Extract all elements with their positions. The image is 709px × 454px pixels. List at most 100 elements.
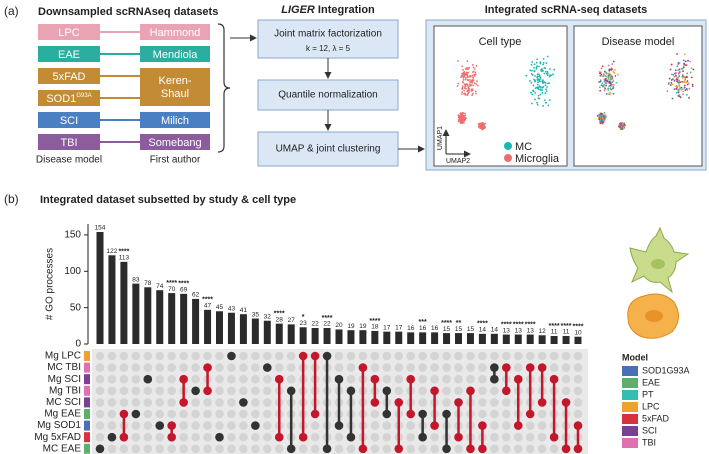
empty-dot	[490, 432, 499, 442]
umap-point	[473, 73, 476, 76]
empty-dot	[442, 386, 451, 396]
empty-dot	[418, 444, 427, 454]
empty-dot	[466, 374, 475, 384]
member-dot	[310, 351, 320, 361]
umap-point	[479, 122, 482, 125]
umap-point	[471, 63, 474, 66]
umap-point	[536, 76, 539, 79]
empty-dot	[263, 444, 272, 454]
umap-point	[529, 69, 532, 72]
empty-dot	[406, 363, 416, 372]
umap-point	[543, 81, 546, 84]
empty-dot	[263, 398, 272, 407]
umap-point	[470, 81, 473, 84]
author-label: Hammond	[150, 27, 201, 39]
umap-point	[689, 71, 692, 74]
umap-point	[463, 70, 466, 73]
umap-point	[532, 89, 535, 92]
significance: ****	[274, 310, 285, 317]
member-dot	[95, 444, 105, 454]
umap-point	[609, 93, 612, 96]
umap-panel	[433, 25, 568, 167]
significance: ****	[477, 321, 488, 328]
umap-point	[607, 89, 610, 91]
umap-point	[679, 81, 682, 84]
umap-point	[536, 87, 539, 90]
umap-point	[536, 65, 538, 68]
umap-point	[670, 73, 673, 76]
umap-point	[688, 87, 691, 90]
empty-dot	[203, 398, 212, 407]
value-label: 17	[395, 324, 403, 331]
umap-point	[478, 123, 480, 126]
umap-point	[681, 67, 684, 70]
model-label: EAE	[58, 49, 80, 61]
empty-dot	[525, 432, 535, 442]
umap-point	[612, 70, 615, 73]
umap-point	[476, 80, 478, 83]
umap-point	[677, 63, 680, 66]
umap-point	[533, 70, 536, 73]
empty-dot	[561, 386, 571, 396]
model-box	[38, 90, 100, 106]
value-label: 62	[192, 292, 200, 299]
umap-point	[545, 62, 548, 64]
value-label: 17	[383, 324, 391, 331]
member-dot	[322, 444, 332, 454]
author-box	[140, 68, 210, 106]
umap-point	[466, 73, 469, 76]
member-dot	[346, 386, 356, 396]
empty-dot	[513, 432, 523, 442]
empty-dot	[203, 432, 212, 442]
umap-point	[550, 74, 553, 77]
empty-dot	[131, 351, 141, 361]
umap-point	[608, 93, 610, 96]
empty-dot	[143, 363, 153, 372]
member-dot	[370, 374, 380, 384]
umap-point	[599, 122, 602, 125]
umap-point	[461, 88, 464, 90]
umap-point	[608, 85, 611, 88]
empty-dot	[454, 386, 463, 396]
umap-point	[542, 61, 545, 64]
empty-dot	[179, 432, 188, 442]
umap-point	[457, 120, 460, 123]
umap-point	[539, 76, 542, 79]
empty-dot	[502, 398, 511, 407]
umap-point	[531, 93, 534, 96]
empty-dot	[406, 432, 416, 442]
empty-dot	[95, 421, 105, 430]
legend-label: Microglia	[515, 153, 560, 165]
empty-dot	[418, 398, 427, 407]
empty-dot	[215, 421, 224, 430]
umap-point	[600, 73, 603, 76]
bar	[431, 332, 439, 344]
umap-point	[686, 76, 688, 79]
umap-point	[669, 84, 672, 86]
empty-dot	[179, 363, 188, 372]
empty-dot	[382, 363, 392, 372]
bar	[335, 329, 343, 344]
umap-point	[464, 72, 467, 75]
empty-dot	[251, 386, 260, 396]
bar	[562, 336, 570, 344]
empty-dot	[95, 363, 105, 372]
footer-label: First author	[150, 155, 201, 166]
umap-point	[669, 68, 672, 71]
empty-dot	[478, 363, 487, 372]
empty-dot	[549, 444, 559, 454]
empty-dot	[191, 363, 200, 372]
empty-dot	[251, 374, 260, 384]
umap-point	[688, 82, 690, 85]
significance: ****	[178, 281, 189, 288]
umap-point	[686, 80, 689, 82]
author-label: Keren-	[158, 75, 191, 87]
umap-point	[472, 84, 475, 87]
value-label: 22	[311, 321, 319, 328]
empty-dot	[406, 351, 416, 361]
empty-dot	[251, 398, 260, 407]
umap-point	[548, 82, 550, 85]
empty-dot	[573, 409, 583, 419]
umap-point	[621, 122, 624, 125]
umap-point	[469, 83, 472, 86]
